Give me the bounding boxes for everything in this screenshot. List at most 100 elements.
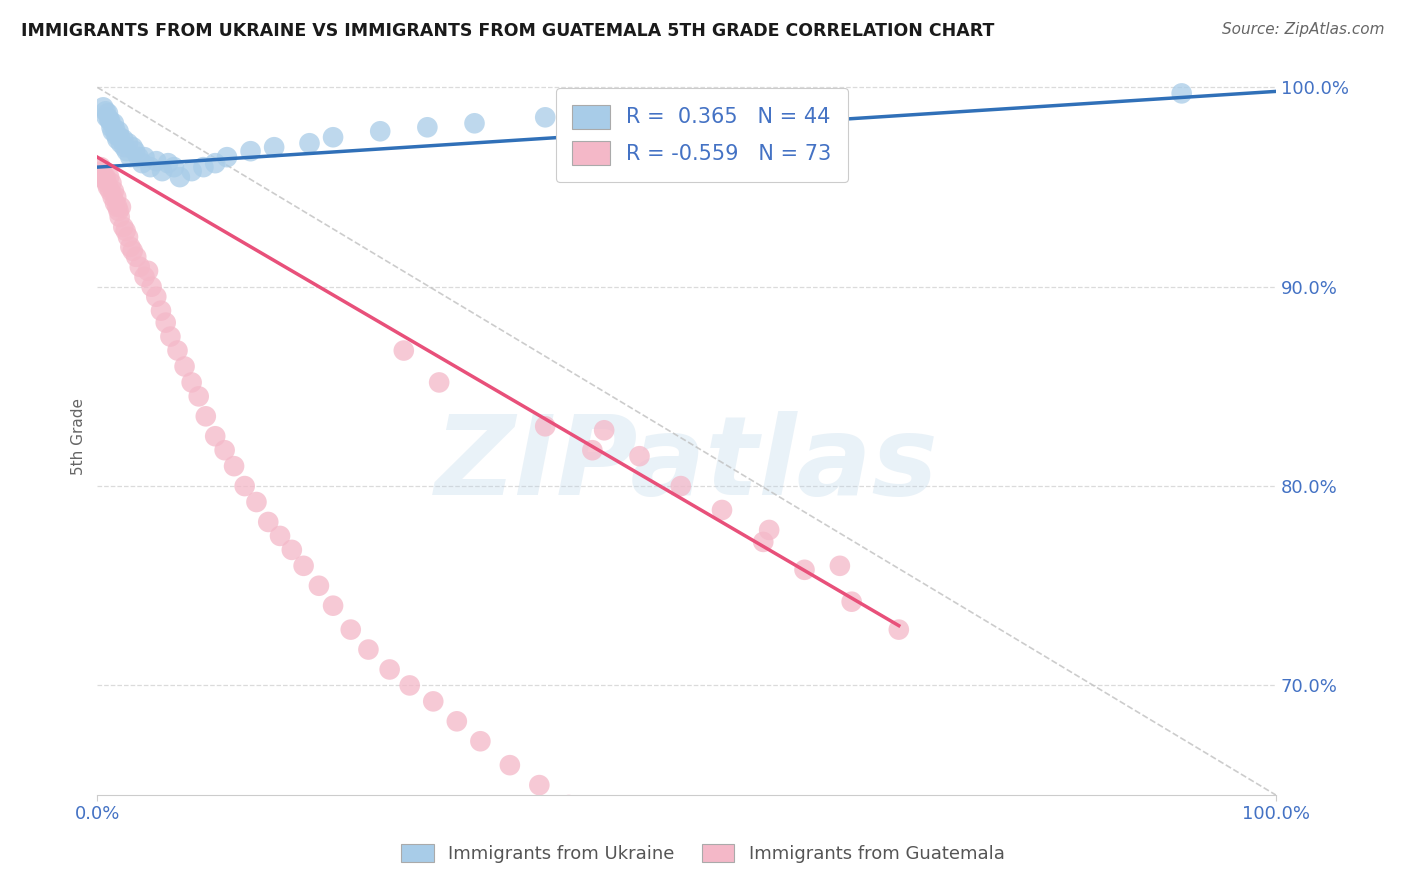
Point — [107, 124, 129, 138]
Point — [98, 184, 121, 198]
Point — [121, 140, 143, 154]
Point — [114, 140, 136, 154]
Point — [97, 106, 120, 120]
Point — [463, 116, 485, 130]
Point — [141, 279, 163, 293]
Point — [91, 168, 114, 182]
Point — [534, 111, 557, 125]
Point — [108, 130, 131, 145]
Point — [94, 170, 117, 185]
Point — [90, 160, 112, 174]
Point — [180, 164, 202, 178]
Point — [128, 260, 150, 274]
Text: IMMIGRANTS FROM UKRAINE VS IMMIGRANTS FROM GUATEMALA 5TH GRADE CORRELATION CHART: IMMIGRANTS FROM UKRAINE VS IMMIGRANTS FR… — [21, 22, 994, 40]
Point — [98, 170, 121, 185]
Point — [108, 210, 131, 224]
Point — [150, 164, 173, 178]
Point — [157, 156, 180, 170]
Point — [131, 156, 153, 170]
Point — [134, 150, 156, 164]
Point — [112, 219, 135, 234]
Point — [711, 503, 734, 517]
Point — [245, 495, 267, 509]
Point — [322, 130, 344, 145]
Point — [257, 515, 280, 529]
Point — [96, 111, 118, 125]
Point — [93, 172, 115, 186]
Point — [115, 145, 138, 159]
Point — [159, 329, 181, 343]
Point — [112, 132, 135, 146]
Point — [446, 714, 468, 729]
Point — [117, 230, 139, 244]
Point — [828, 558, 851, 573]
Point — [117, 136, 139, 151]
Point — [155, 316, 177, 330]
Point — [298, 136, 321, 151]
Point — [107, 204, 129, 219]
Point — [98, 114, 121, 128]
Point — [103, 116, 125, 130]
Text: Source: ZipAtlas.com: Source: ZipAtlas.com — [1222, 22, 1385, 37]
Point — [145, 290, 167, 304]
Point — [339, 623, 361, 637]
Point — [470, 734, 492, 748]
Point — [136, 264, 159, 278]
Text: ZIPatlas: ZIPatlas — [434, 411, 939, 518]
Point — [204, 156, 226, 170]
Point — [427, 376, 450, 390]
Point — [194, 409, 217, 424]
Point — [422, 694, 444, 708]
Point — [110, 200, 132, 214]
Point — [96, 176, 118, 190]
Point — [94, 104, 117, 119]
Legend: Immigrants from Ukraine, Immigrants from Guatemala: Immigrants from Ukraine, Immigrants from… — [392, 835, 1014, 872]
Point — [103, 184, 125, 198]
Point — [752, 535, 775, 549]
Point — [104, 196, 127, 211]
Point — [180, 376, 202, 390]
Point — [308, 579, 330, 593]
Point — [368, 124, 391, 138]
Point — [215, 150, 238, 164]
Point — [124, 145, 146, 159]
Point — [105, 200, 128, 214]
Point — [145, 154, 167, 169]
Point — [204, 429, 226, 443]
Point — [281, 542, 304, 557]
Point — [114, 224, 136, 238]
Point — [91, 164, 114, 178]
Point — [100, 176, 122, 190]
Point — [120, 150, 142, 164]
Point — [91, 100, 114, 114]
Point — [593, 423, 616, 437]
Point — [499, 758, 522, 772]
Point — [110, 136, 132, 151]
Point — [292, 558, 315, 573]
Point — [169, 170, 191, 185]
Point — [120, 240, 142, 254]
Point — [392, 343, 415, 358]
Point — [558, 798, 581, 813]
Point — [669, 479, 692, 493]
Point — [101, 124, 124, 138]
Point — [378, 663, 401, 677]
Point — [134, 269, 156, 284]
Point — [125, 250, 148, 264]
Point — [105, 132, 128, 146]
Point — [233, 479, 256, 493]
Point — [97, 180, 120, 194]
Point — [581, 443, 603, 458]
Point — [128, 150, 150, 164]
Point — [263, 140, 285, 154]
Point — [104, 122, 127, 136]
Point — [269, 529, 291, 543]
Point — [534, 419, 557, 434]
Point — [758, 523, 780, 537]
Point — [1170, 87, 1192, 101]
Point — [214, 443, 236, 458]
Point — [416, 120, 439, 135]
Point — [101, 190, 124, 204]
Point — [163, 160, 186, 174]
Point — [187, 389, 209, 403]
